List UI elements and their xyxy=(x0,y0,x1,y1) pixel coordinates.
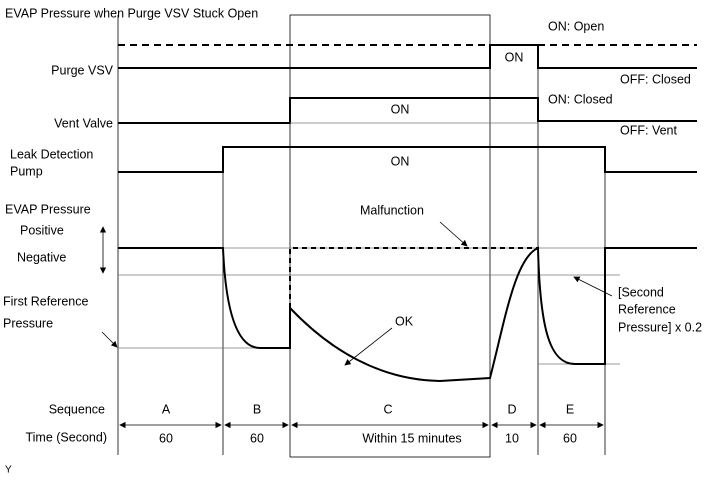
signal-label: EVAP Pressure xyxy=(5,202,91,216)
annotation: Negative xyxy=(17,250,66,264)
annotation: Pressure xyxy=(3,316,53,330)
frame xyxy=(117,14,606,458)
state-label: OFF: Vent xyxy=(620,123,677,137)
labels: EVAP Pressure when Purge VSV Stuck Open … xyxy=(3,6,702,475)
state-label: ON: Closed xyxy=(548,92,613,106)
annotation: Malfunction xyxy=(360,203,424,217)
on-label: ON xyxy=(505,50,524,64)
state-label: OFF: Closed xyxy=(620,72,691,86)
duration: 60 xyxy=(250,431,264,445)
signal-label: Purge VSV xyxy=(51,63,114,77)
pump-signal xyxy=(118,146,697,173)
sequence-step: A xyxy=(162,402,171,416)
annotation: Pressure] x 0.2 xyxy=(618,320,702,334)
on-label: ON xyxy=(391,102,410,116)
purge-vsv-signal xyxy=(118,44,697,69)
signal-label: Leak Detection xyxy=(10,147,93,161)
state-label: ON: Open xyxy=(548,19,604,33)
annotation: Positive xyxy=(20,223,64,237)
sequence-step: C xyxy=(383,402,392,416)
footer: Y xyxy=(5,465,12,476)
duration: 60 xyxy=(563,431,577,445)
row-label: Sequence xyxy=(49,402,105,416)
annotation: OK xyxy=(395,314,414,328)
duration: Within 15 minutes xyxy=(362,431,461,445)
sequence-step: B xyxy=(253,402,261,416)
annotation: Reference xyxy=(618,302,676,316)
annotation: First Reference xyxy=(3,294,88,308)
annotation: [Second xyxy=(618,285,664,299)
duration: 60 xyxy=(159,431,173,445)
sequence-step: E xyxy=(566,402,574,416)
signal-label: Pump xyxy=(10,164,43,178)
sequence-step: D xyxy=(507,402,516,416)
on-label: ON xyxy=(391,154,410,168)
signal-label: Vent Valve xyxy=(54,116,113,130)
row-label: Time (Second) xyxy=(25,430,107,444)
vent-valve-signal xyxy=(118,97,697,124)
duration: 10 xyxy=(505,431,519,445)
pressure-signal xyxy=(99,221,697,383)
title: EVAP Pressure when Purge VSV Stuck Open xyxy=(5,6,258,20)
